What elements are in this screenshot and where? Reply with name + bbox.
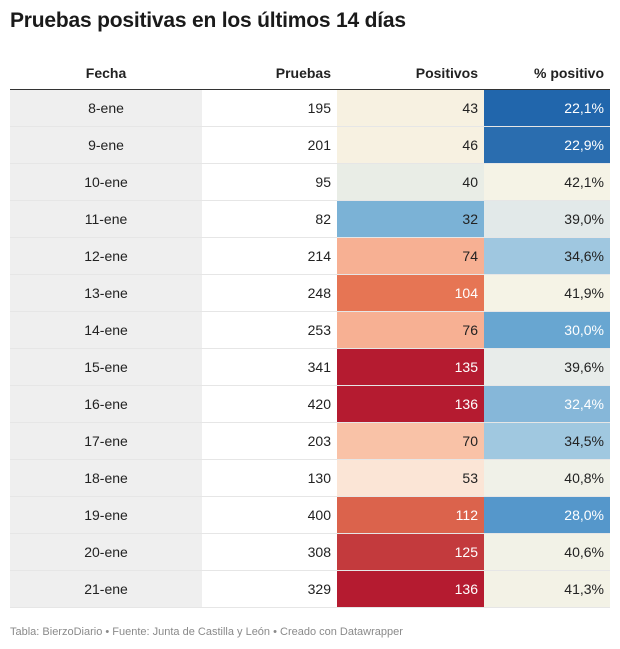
cell-fecha: 13-ene [10,274,202,312]
cell-fecha: 17-ene [10,422,202,460]
cell-pruebas: 420 [202,385,337,423]
cell-pruebas: 82 [202,200,337,238]
cell-positivos: 125 [337,533,484,571]
table-row: 13-ene 248 104 41,9% [10,274,610,312]
cell-pct-positivo: 28,0% [484,496,610,534]
cell-pct-positivo: 30,0% [484,311,610,349]
cell-fecha: 19-ene [10,496,202,534]
cell-positivos: 136 [337,570,484,608]
cell-positivos: 43 [337,89,484,127]
cell-fecha: 8-ene [10,89,202,127]
table-row: 11-ene 82 32 39,0% [10,200,610,238]
column-header-pruebas[interactable]: Pruebas [202,56,337,90]
cell-fecha: 16-ene [10,385,202,423]
cell-positivos: 53 [337,459,484,497]
cell-fecha: 11-ene [10,200,202,238]
cell-pruebas: 214 [202,237,337,275]
cell-positivos: 135 [337,348,484,386]
page-title: Pruebas positivas en los últimos 14 días [10,9,406,32]
cell-pct-positivo: 39,0% [484,200,610,238]
table-row: 18-ene 130 53 40,8% [10,459,610,497]
cell-pruebas: 329 [202,570,337,608]
header-row: Fecha Pruebas Positivos % positivo [10,56,610,90]
cell-fecha: 12-ene [10,237,202,275]
cell-fecha: 18-ene [10,459,202,497]
cell-pct-positivo: 41,3% [484,570,610,608]
data-table: Fecha Pruebas Positivos % positivo 8-ene… [10,56,610,608]
cell-positivos: 76 [337,311,484,349]
cell-pruebas: 253 [202,311,337,349]
cell-positivos: 40 [337,163,484,201]
table-row: 20-ene 308 125 40,6% [10,533,610,571]
cell-pct-positivo: 32,4% [484,385,610,423]
cell-pruebas: 95 [202,163,337,201]
table-row: 8-ene 195 43 22,1% [10,89,610,127]
cell-pruebas: 248 [202,274,337,312]
cell-pruebas: 130 [202,459,337,497]
table-row: 9-ene 201 46 22,9% [10,126,610,164]
table-body: 8-ene 195 43 22,1% 9-ene 201 46 22,9% 10-ene 95 40… [10,89,610,608]
table-row: 19-ene 400 112 28,0% [10,496,610,534]
table-row: 17-ene 203 70 34,5% [10,422,610,460]
table-row: 16-ene 420 136 32,4% [10,385,610,423]
cell-pct-positivo: 42,1% [484,163,610,201]
cell-pruebas: 400 [202,496,337,534]
cell-positivos: 32 [337,200,484,238]
cell-positivos: 112 [337,496,484,534]
table-row: 14-ene 253 76 30,0% [10,311,610,349]
cell-fecha: 20-ene [10,533,202,571]
cell-positivos: 70 [337,422,484,460]
column-header-positivos[interactable]: Positivos [337,56,484,90]
footer-credits: Tabla: BierzoDiario • Fuente: Junta de C… [10,626,403,638]
table-row: 15-ene 341 135 39,6% [10,348,610,386]
cell-positivos: 74 [337,237,484,275]
cell-positivos: 104 [337,274,484,312]
table-row: 12-ene 214 74 34,6% [10,237,610,275]
cell-pruebas: 201 [202,126,337,164]
cell-pruebas: 203 [202,422,337,460]
cell-pruebas: 341 [202,348,337,386]
cell-pct-positivo: 22,9% [484,126,610,164]
column-header-pct-positivo[interactable]: % positivo [484,56,610,90]
cell-fecha: 9-ene [10,126,202,164]
cell-pct-positivo: 22,1% [484,89,610,127]
cell-pct-positivo: 40,6% [484,533,610,571]
cell-pct-positivo: 34,6% [484,237,610,275]
cell-positivos: 136 [337,385,484,423]
column-header-fecha[interactable]: Fecha [10,56,202,90]
table-row: 10-ene 95 40 42,1% [10,163,610,201]
cell-pct-positivo: 34,5% [484,422,610,460]
cell-pruebas: 308 [202,533,337,571]
cell-positivos: 46 [337,126,484,164]
cell-pct-positivo: 40,8% [484,459,610,497]
cell-fecha: 21-ene [10,570,202,608]
cell-fecha: 14-ene [10,311,202,349]
cell-pct-positivo: 41,9% [484,274,610,312]
cell-fecha: 15-ene [10,348,202,386]
cell-fecha: 10-ene [10,163,202,201]
table-row: 21-ene 329 136 41,3% [10,570,610,608]
cell-pct-positivo: 39,6% [484,348,610,386]
cell-pruebas: 195 [202,89,337,127]
